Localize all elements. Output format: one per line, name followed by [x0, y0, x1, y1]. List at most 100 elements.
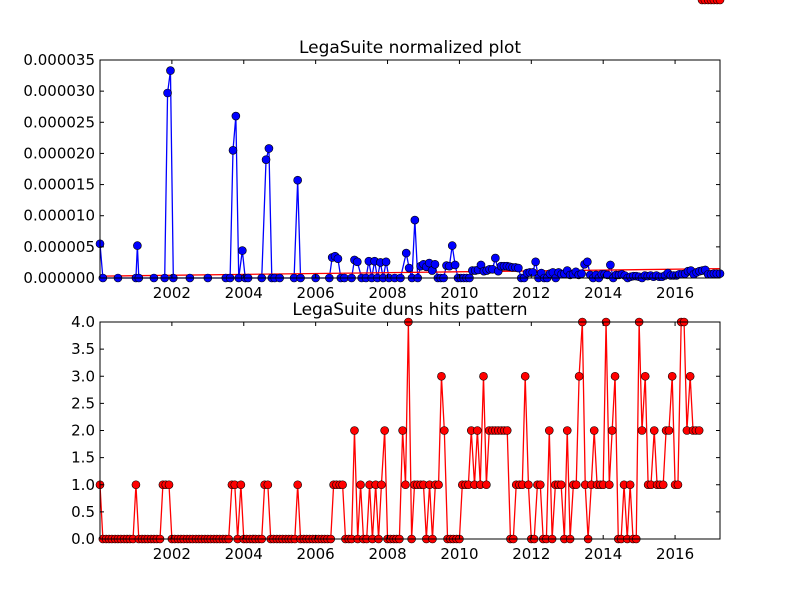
normalized-data-point [264, 144, 274, 153]
normalized-x-tick-label: 2006 [297, 284, 335, 302]
normalized-data-point [450, 260, 460, 270]
normalized-data-point [577, 269, 586, 278]
duns-hits-x-tick-label: 2008 [368, 545, 406, 563]
normalized-data-point [430, 259, 440, 269]
normalized-y-tick-label: 0.000010 [23, 207, 95, 225]
normalized-data-point [293, 175, 302, 185]
normalized-data-point [353, 257, 362, 267]
normalized-data-point [606, 260, 615, 270]
duns-hits-data-point [338, 480, 347, 490]
normalized-x-tick-label: 2012 [512, 284, 550, 302]
duns-hits-x-tick-label: 2012 [512, 545, 550, 563]
normalized-x-tick-label: 2002 [153, 284, 191, 302]
duns-hits-data-point [574, 371, 584, 381]
duns-hits-data-point [589, 426, 599, 435]
duns-hits-y-tick-label: 3.0 [71, 367, 95, 385]
normalized-data-point [514, 263, 523, 273]
normalized-plot-title: LegaSuite normalized plot [299, 38, 521, 58]
duns-hits-data-point [502, 426, 512, 435]
normalized-plot-frame [99, 59, 721, 279]
normalized-data-point [401, 248, 411, 258]
duns-hits-title: LegaSuite duns hits pattern [292, 300, 527, 320]
duns-hits-data-point [673, 480, 683, 490]
duns-hits-data-point [524, 480, 533, 490]
normalized-x-tick-label: 2008 [368, 284, 406, 302]
duns-hits-data-point [649, 426, 659, 435]
duns-hits-x-tick-label: 2014 [584, 545, 622, 563]
normalized-x-tick-label: 2010 [440, 284, 478, 302]
duns-hits-panel: LegaSuite duns hits pattern 2002 2004 2006… [71, 0, 725, 563]
duns-hits-data-point [131, 480, 141, 490]
normalized-y-tick-label: 0.000035 [23, 51, 95, 69]
duns-hits-data-point [263, 480, 273, 490]
duns-hits-data-point [685, 371, 695, 381]
duns-hits-x-tick-label: 2004 [225, 545, 263, 563]
normalized-x-tick-label: 2016 [656, 284, 694, 302]
normalized-x-tick-label: 2014 [584, 284, 622, 302]
duns-hits-data-point [544, 426, 554, 435]
normalized-data-point [166, 66, 175, 75]
normalized-data-point [528, 268, 538, 277]
duns-hits-data-point [482, 480, 491, 490]
duns-hits-data-point [556, 480, 566, 490]
duns-hits-data-point [658, 480, 668, 490]
normalized-normalized-line [99, 70, 720, 280]
normalized-data-point [447, 241, 457, 250]
duns-hits-data-point [535, 480, 545, 490]
normalized-data-point [228, 146, 238, 155]
duns-hits-data-point [625, 480, 635, 490]
duns-hits-y-tick-label: 0.5 [71, 503, 95, 521]
duns-hits-data-point [398, 426, 407, 435]
normalized-data-point [531, 257, 540, 267]
duns-hits-data-point [604, 480, 614, 490]
normalized-x-tick-label: 2004 [225, 284, 263, 302]
normalized-y-tick-label: 0.000025 [23, 113, 95, 131]
duns-hits-frame [99, 321, 721, 540]
duns-hits-data-point [637, 426, 647, 435]
normalized-y-tick-label: 0.000030 [23, 82, 95, 100]
normalized-data-point [333, 254, 343, 263]
duns-hits-data-point [715, 0, 725, 5]
duns-hits-y-tick-label: 1.0 [71, 476, 95, 494]
normalized-data-point [404, 263, 414, 273]
duns-hits-data-point [607, 426, 617, 435]
duns-hits-data-point [401, 480, 410, 490]
normalized-data-point [163, 88, 172, 98]
normalized-y-tick-label: 0.000000 [23, 269, 95, 287]
normalized-y-tick-label: 0.000005 [23, 238, 95, 256]
normalized-plot-panel: LegaSuite normalized plot 2002 2004 2006 20… [23, 38, 725, 302]
duns-hits-y-tick-label: 2.5 [71, 394, 95, 412]
duns-hits-data-point [473, 426, 482, 435]
duns-hits-data-point [664, 426, 674, 435]
duns-hits-data-point [667, 371, 677, 381]
normalized-y-tick-label: 0.000015 [23, 176, 95, 194]
normalized-data-point [261, 155, 271, 164]
duns-hits-y-tick-label: 1.5 [71, 449, 95, 467]
normalized-data-point [238, 246, 247, 255]
duns-hits-data-point [440, 426, 449, 435]
duns-hits-x-tick-label: 2002 [153, 545, 191, 563]
duns-hits-data-point [356, 480, 365, 490]
normalized-data-point [583, 257, 592, 267]
duns-hits-data-point [694, 426, 704, 435]
duns-hits-data-point [571, 480, 581, 490]
duns-hits-data-point [350, 426, 359, 435]
normalized-data-point [381, 257, 391, 267]
duns-hits-x-tick-label: 2006 [297, 545, 335, 563]
duns-hits-data-point [164, 480, 174, 490]
duns-hits-y-tick-label: 2.0 [71, 422, 95, 440]
duns-hits-data-point [479, 371, 488, 381]
duns-hits-data-point [610, 371, 620, 381]
duns-hits-data-point [377, 480, 386, 490]
duns-hits-data-point [562, 426, 572, 435]
duns-hits-data-point [293, 480, 302, 490]
duns-hits-y-tick-label: 3.5 [71, 340, 95, 358]
duns-hits-data-point [640, 371, 650, 381]
duns-hits-x-tick-label: 2016 [656, 545, 694, 563]
normalized-trend-line [99, 268, 721, 277]
duns-hits-data-point [434, 480, 443, 490]
duns-hits-x-tick-label: 2010 [440, 545, 478, 563]
duns-hits-data-point [520, 371, 530, 381]
duns-hits-data-point [236, 480, 246, 490]
